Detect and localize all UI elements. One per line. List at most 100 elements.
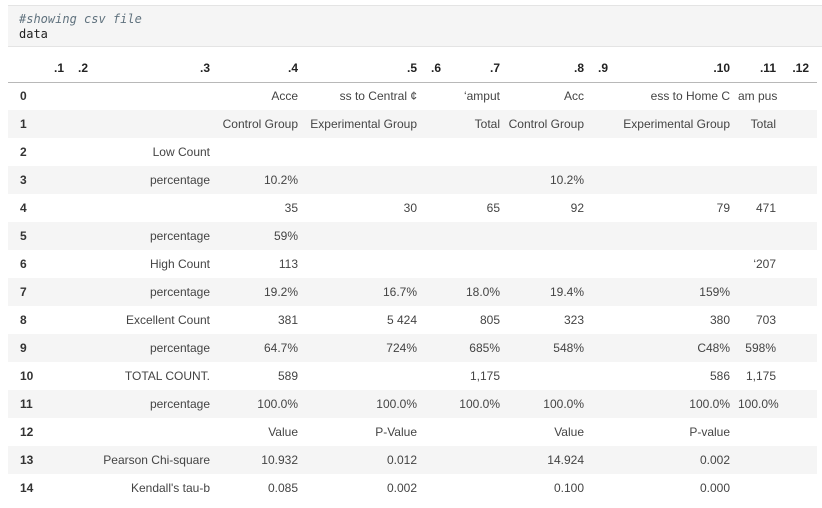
table-cell xyxy=(48,390,72,418)
table-cell xyxy=(96,110,218,138)
table-cell xyxy=(425,362,449,390)
table-cell xyxy=(72,278,96,306)
table-cell: P-value xyxy=(689,425,730,439)
code-cell[interactable]: #showing csv file data xyxy=(8,5,822,47)
table-cell: 381 xyxy=(277,313,298,327)
table-cell: percentage xyxy=(149,341,210,355)
table-cell xyxy=(48,362,72,390)
table-cell xyxy=(592,446,616,474)
table-cell xyxy=(784,334,817,362)
table-cell xyxy=(96,418,218,446)
table-cell: 685% xyxy=(469,341,500,355)
row-index: 10 xyxy=(20,369,34,383)
row-index: 12 xyxy=(20,425,34,439)
table-cell: 548% xyxy=(553,341,584,355)
row-index: 2 xyxy=(20,145,27,159)
table-cell xyxy=(508,362,592,390)
table-cell: 100.0% xyxy=(689,397,730,411)
table-cell: 100.0% xyxy=(257,397,298,411)
column-header: .7 xyxy=(449,55,508,83)
table-cell: Experimental Group xyxy=(310,117,417,131)
table-cell xyxy=(784,390,817,418)
table-cell: 0.000 xyxy=(699,481,730,495)
table-cell xyxy=(306,250,425,278)
table-row: 8 Excellent Count 381 5 424 805 323 380 703 xyxy=(8,306,817,334)
table-cell xyxy=(784,418,817,446)
table-cell xyxy=(72,334,96,362)
table-body: 0 Acce ss to Central ¢ ‘amput Acc ess to Home… xyxy=(8,82,817,502)
table-cell: percentage xyxy=(149,285,210,299)
table-cell: 35 xyxy=(284,201,298,215)
table-cell xyxy=(784,194,817,222)
table-cell xyxy=(784,110,817,138)
table-cell xyxy=(592,138,616,166)
table-cell: 589 xyxy=(277,369,298,383)
table-cell xyxy=(72,138,96,166)
table-cell xyxy=(72,194,96,222)
table-cell: 16.7% xyxy=(382,285,417,299)
table-cell: 10.2% xyxy=(549,173,584,187)
row-index: 8 xyxy=(20,313,27,327)
table-cell xyxy=(508,222,592,250)
table-cell xyxy=(306,166,425,194)
table-row: 0 Acce ss to Central ¢ ‘amput Acc ess to Home… xyxy=(8,82,817,110)
column-header: .5 xyxy=(306,55,425,83)
table-cell xyxy=(592,194,616,222)
table-cell: 14.924 xyxy=(547,453,584,467)
table-cell: 598% xyxy=(745,341,776,355)
table-cell: Acce xyxy=(271,89,298,104)
table-cell xyxy=(72,418,96,446)
table-cell xyxy=(48,474,72,502)
column-header xyxy=(8,55,48,83)
table-row: 7 percentage 19.2% 16.7% 18.0% 19.4% 159% xyxy=(8,278,817,306)
table-cell xyxy=(592,82,616,110)
table-cell: P-Value xyxy=(375,425,417,439)
table-cell xyxy=(508,138,592,166)
table-cell xyxy=(48,194,72,222)
table-cell: Total xyxy=(474,117,500,131)
table-cell: 10.2% xyxy=(263,173,298,187)
table-cell: 724% xyxy=(386,341,417,355)
table-cell xyxy=(48,278,72,306)
table-cell: Total xyxy=(750,117,776,131)
table-cell: Pearson Chi-square xyxy=(103,453,210,467)
table-cell: C48% xyxy=(697,341,730,355)
table-cell xyxy=(72,82,96,110)
table-header-row: .1 .2 .3 .4 .5 .6 .7 .8 .9 .10 .11 .12 xyxy=(8,55,817,83)
table-cell xyxy=(449,474,508,502)
table-cell: 0.085 xyxy=(267,481,298,495)
table-cell: ss to Central ¢ xyxy=(339,89,417,104)
table-cell xyxy=(592,306,616,334)
table-cell: Value xyxy=(268,425,298,439)
table-cell xyxy=(508,250,592,278)
table-cell: Value xyxy=(554,425,584,439)
table-cell xyxy=(616,250,738,278)
table-cell: percentage xyxy=(149,173,210,187)
table-cell: 1,175 xyxy=(745,369,776,383)
table-cell: 5 424 xyxy=(386,313,417,327)
table-cell xyxy=(425,250,449,278)
table-cell: 113 xyxy=(278,257,298,271)
table-cell xyxy=(425,446,449,474)
table-cell: High Count xyxy=(149,257,210,271)
row-index: 13 xyxy=(20,453,34,467)
table-cell: 19.4% xyxy=(549,285,584,299)
table-cell xyxy=(592,222,616,250)
column-header: .10 xyxy=(616,55,738,83)
table-cell xyxy=(48,446,72,474)
table-row: 12 Value P-Value Value P-value xyxy=(8,418,817,446)
table-cell xyxy=(784,306,817,334)
table-cell xyxy=(449,222,508,250)
table-row: 3 percentage 10.2% 10.2% xyxy=(8,166,817,194)
table-cell xyxy=(616,138,738,166)
table-cell: 100.0% xyxy=(738,397,779,411)
table-cell: Control Group xyxy=(508,117,584,131)
table-cell xyxy=(48,110,72,138)
table-cell xyxy=(592,166,616,194)
table-cell: 19.2% xyxy=(263,285,298,299)
table-cell xyxy=(784,82,817,110)
table-row: 11 percentage 100.0% 100.0% 100.0% 100.0% 100.… xyxy=(8,390,817,418)
column-header: .2 xyxy=(72,55,96,83)
table-cell xyxy=(72,306,96,334)
table-cell xyxy=(425,194,449,222)
